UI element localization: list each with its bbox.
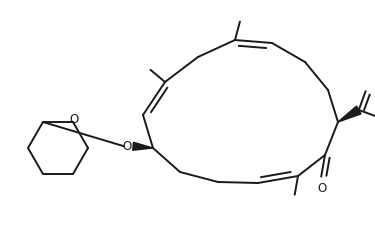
Text: O: O xyxy=(317,182,326,195)
Polygon shape xyxy=(133,142,153,150)
Text: O: O xyxy=(69,113,79,126)
Text: O: O xyxy=(123,140,132,153)
Polygon shape xyxy=(338,106,361,122)
